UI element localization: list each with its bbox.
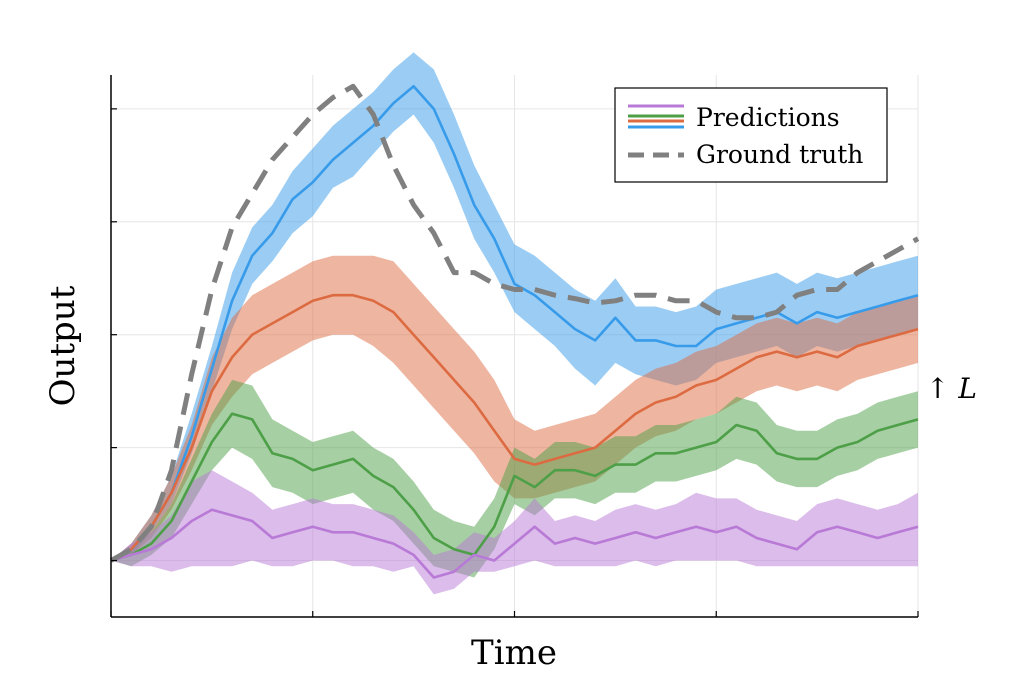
x-axis-title: Time xyxy=(471,633,557,673)
line-series-3 xyxy=(110,508,919,579)
y-axis-title: Output xyxy=(43,285,83,406)
band-series-0 xyxy=(111,52,918,561)
legend: Predictions Ground truth xyxy=(614,87,888,183)
annotation-up-arrow-l: ↑ L xyxy=(926,372,977,405)
line-series-2 xyxy=(110,412,919,562)
axes xyxy=(110,75,919,618)
legend-predictions-label: Predictions xyxy=(696,103,840,132)
line-series-1 xyxy=(110,293,919,562)
ground-truth-layer xyxy=(109,83,920,563)
band-series-3 xyxy=(111,470,918,595)
ground-truth-line xyxy=(109,83,920,563)
band-series-1 xyxy=(111,255,918,561)
legend-box xyxy=(614,87,888,183)
legend-ground-truth-label: Ground truth xyxy=(696,140,863,169)
prediction-lines xyxy=(110,85,919,579)
line-series-0 xyxy=(110,85,919,562)
